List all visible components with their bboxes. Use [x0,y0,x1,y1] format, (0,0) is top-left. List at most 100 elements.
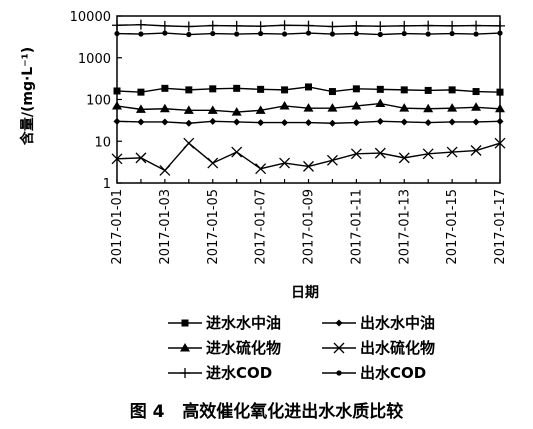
x-tick-label: 2017-01-11 [349,189,364,265]
data-point [471,102,482,111]
data-point [138,31,144,37]
data-point [305,119,312,127]
data-point [449,30,455,37]
x-tick-label: 2017-01-17 [493,189,508,265]
data-point [257,119,265,127]
data-point [281,31,288,37]
data-point [234,31,240,37]
data-point [279,157,291,169]
data-point [161,118,169,126]
legend-swatch-marker [336,370,342,376]
data-point [376,85,384,93]
legend-label: 出水硫化物 [360,339,435,357]
data-point [207,157,219,169]
data-point [113,117,121,125]
data-point [114,30,120,37]
data-point [303,160,314,172]
x-tick-label: 2017-01-07 [254,189,269,265]
y-tick-label: 10 [94,135,111,150]
data-point [209,117,217,125]
legend-entry: 出水COD [322,364,426,382]
data-point [137,88,145,96]
series-6 [114,30,503,38]
data-point [303,20,314,31]
x-tick-label: 2017-01-15 [445,189,460,265]
data-point [161,84,169,92]
data-point [351,20,362,31]
data-point [159,20,170,31]
legend-entry: 出水水中油 [322,314,435,332]
data-point [135,104,146,113]
data-point [159,103,170,113]
data-point [112,20,122,31]
data-point [448,118,456,126]
data-point [305,30,312,36]
data-point [352,85,360,93]
data-point [258,30,264,37]
x-tick-label: 2017-01-13 [397,189,412,265]
data-point [352,119,360,127]
data-point [471,20,482,31]
data-point [496,117,504,125]
data-point [422,148,434,160]
data-point [162,30,168,36]
data-point [497,30,503,36]
data-point [137,118,145,126]
data-point [326,154,338,166]
data-point [255,163,267,175]
data-point [401,30,407,37]
y-axis-ticks: 1 10 100 1000 10000 [70,10,122,192]
data-point [472,88,480,96]
data-point [375,21,386,32]
y-axis-title: 含量/(mg·L⁻¹) [19,47,36,145]
data-point [470,145,482,156]
data-point [423,20,434,31]
data-point [135,152,147,164]
data-point [113,87,121,95]
data-point [350,148,362,160]
data-point [423,103,434,113]
x-tick-label: 2017-01-01 [110,189,125,265]
data-point [303,103,314,112]
x-tick-label: 2017-01-09 [302,189,317,265]
data-point [375,98,386,108]
data-point [494,137,506,149]
legend-label: 进水硫化物 [206,339,281,357]
figure-caption: 图 4 高效催化氧化进出水水质比较 [129,402,404,422]
data-point [183,21,194,32]
data-point [424,119,432,127]
data-point [376,117,384,125]
data-point [231,20,242,31]
legend-label: 进水水中油 [206,314,281,332]
data-point [472,118,480,126]
data-point [159,164,171,176]
legend-swatch-marker [180,343,190,352]
data-point [398,152,410,164]
data-point [233,84,241,92]
legend-label: 出水水中油 [360,314,435,332]
data-point [328,88,336,96]
data-point [281,119,289,127]
series-3 [112,98,505,116]
data-point [135,19,146,30]
data-point [447,103,458,112]
data-point [448,86,456,94]
data-point [257,85,265,93]
legend-entry: 进水硫化物 [168,339,281,357]
legend-entry: 进水水中油 [168,314,281,332]
data-point [327,103,338,112]
x-tick-label: 2017-01-03 [158,189,173,265]
data-point [329,31,336,37]
axes [116,15,501,184]
legend-swatch-marker [335,319,343,327]
x-axis-title: 日期 [291,285,319,301]
data-point [183,105,194,114]
data-point [327,21,338,32]
x-axis-ticks: 2017-01-01 2017-01-03 2017-01-05 2017-01-07… [110,179,508,265]
y-tick-label: 10000 [70,10,111,25]
data-point [210,30,216,37]
data-point [495,103,505,113]
data-point [400,86,408,94]
legend-swatch-marker [180,368,190,378]
